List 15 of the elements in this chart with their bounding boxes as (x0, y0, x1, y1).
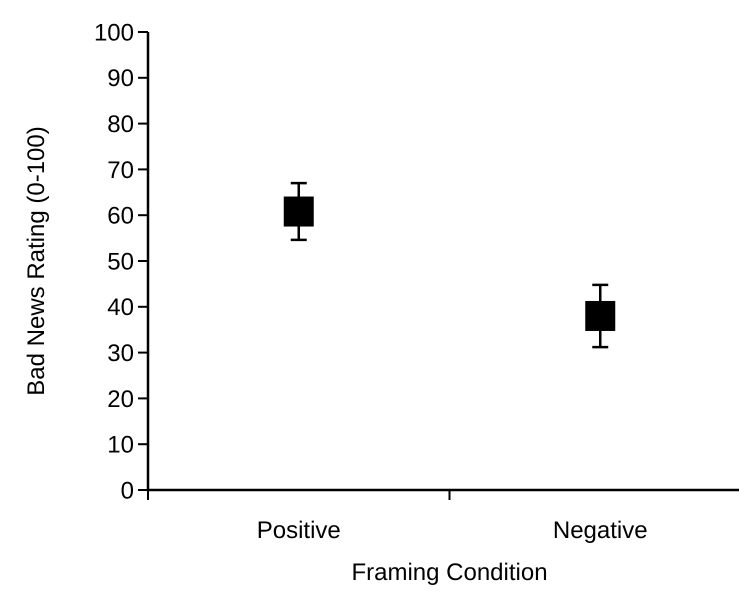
x-tick-label: Positive (256, 517, 341, 544)
y-tick-label: 10 (107, 432, 134, 459)
y-axis-title: Bad News Rating (0-100) (23, 126, 50, 396)
x-tick-label: Negative (552, 517, 648, 544)
y-tick-label: 80 (107, 111, 134, 138)
y-tick-label: 100 (94, 19, 134, 46)
y-tick-label: 40 (107, 294, 134, 322)
y-tick-label: 20 (107, 386, 134, 413)
x-axis-title: Framing Condition (351, 559, 548, 586)
y-tick-label: 30 (107, 340, 134, 367)
y-tick-label: 90 (107, 65, 134, 92)
y-tick-label: 60 (107, 202, 134, 230)
y-tick-label: 50 (107, 248, 134, 276)
y-tick-label: 0 (120, 477, 134, 504)
y-tick-label: 70 (107, 156, 134, 184)
